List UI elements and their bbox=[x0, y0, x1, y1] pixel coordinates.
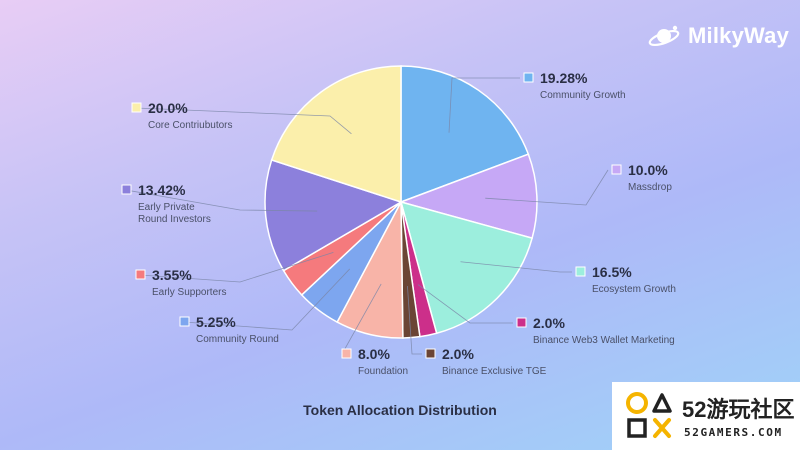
chart-title: Token Allocation Distribution bbox=[303, 402, 497, 418]
leader-line-ecosystem-growth bbox=[460, 261, 572, 273]
data-label-binance-web3-wallet-marketing: 2.0% bbox=[533, 315, 565, 331]
legend-swatch-early-private-round-investors bbox=[121, 184, 132, 195]
pie-slice-massdrop bbox=[398, 153, 538, 240]
pie-slice-ecosystem-growth bbox=[399, 200, 534, 335]
category-label-binance-exclusive-tge: Binance Exclusive TGE bbox=[442, 366, 547, 377]
leader-line-early-supporters bbox=[139, 252, 334, 283]
category-label-foundation: Foundation bbox=[358, 366, 408, 377]
leader-line-early-private-round-investors bbox=[125, 189, 318, 212]
leader-line-community-growth bbox=[448, 77, 520, 133]
category-label-community-round: Community Round bbox=[196, 334, 279, 345]
leader-line-community-round bbox=[183, 268, 351, 331]
category-label-early-supporters: Early Supporters bbox=[152, 287, 226, 298]
brand: MilkyWay bbox=[648, 20, 789, 52]
pie-slice-core-contriubutors bbox=[270, 65, 402, 204]
legend-swatch-early-supporters bbox=[135, 269, 146, 280]
52gamers-logo-icon bbox=[626, 392, 672, 438]
pie-slice-community-growth bbox=[400, 65, 530, 204]
watermark-cn-text: 52游玩社区 bbox=[682, 397, 795, 422]
legend-swatch-binance-exclusive-tge bbox=[425, 348, 436, 359]
category-label-early-private-round-investors-line-1: Early Private bbox=[138, 202, 195, 213]
data-label-binance-exclusive-tge: 2.0% bbox=[442, 346, 474, 362]
leader-line-binance-exclusive-tge bbox=[407, 286, 422, 355]
legend-swatch-binance-web3-wallet-marketing bbox=[516, 317, 527, 328]
brand-name: MilkyWay bbox=[688, 23, 790, 48]
data-label-foundation: 8.0% bbox=[358, 346, 390, 362]
data-label-community-growth: 19.28% bbox=[540, 70, 588, 86]
category-label-early-private-round-investors-line-2: Round Investors bbox=[138, 214, 211, 225]
watermark-en-text: 52GAMERS.COM bbox=[684, 426, 783, 439]
watermark: 52游玩社区 52GAMERS.COM bbox=[612, 382, 800, 450]
data-label-community-round: 5.25% bbox=[196, 314, 236, 330]
category-label-core-contriubutors: Core Contriubutors bbox=[148, 120, 232, 131]
legend-swatch-community-growth bbox=[523, 72, 534, 83]
data-label-early-private-round-investors: 13.42% bbox=[138, 182, 186, 198]
leader-line-core-contriubutors bbox=[135, 107, 352, 135]
legend-swatch-ecosystem-growth bbox=[575, 266, 586, 277]
leader-line-binance-web3-wallet-marketing bbox=[417, 284, 513, 324]
legend-swatch-massdrop bbox=[611, 164, 622, 175]
data-label-ecosystem-growth: 16.5% bbox=[592, 264, 632, 280]
legend-swatch-community-round bbox=[179, 316, 190, 327]
leader-line-massdrop bbox=[485, 169, 609, 206]
data-label-early-supporters: 3.55% bbox=[152, 267, 192, 283]
legend-swatch-core-contriubutors bbox=[131, 102, 142, 113]
milkyway-logo-icon bbox=[648, 25, 680, 47]
data-label-massdrop: 10.0% bbox=[628, 162, 668, 178]
pie-slice-early-private-round-investors bbox=[264, 159, 403, 272]
category-label-binance-web3-wallet-marketing: Binance Web3 Wallet Marketing bbox=[533, 335, 675, 346]
category-label-massdrop: Massdrop bbox=[628, 182, 672, 193]
category-label-ecosystem-growth: Ecosystem Growth bbox=[592, 284, 676, 295]
legend-swatch-foundation bbox=[341, 348, 352, 359]
data-label-core-contriubutors: 20.0% bbox=[148, 100, 188, 116]
category-label-community-growth: Community Growth bbox=[540, 90, 626, 101]
